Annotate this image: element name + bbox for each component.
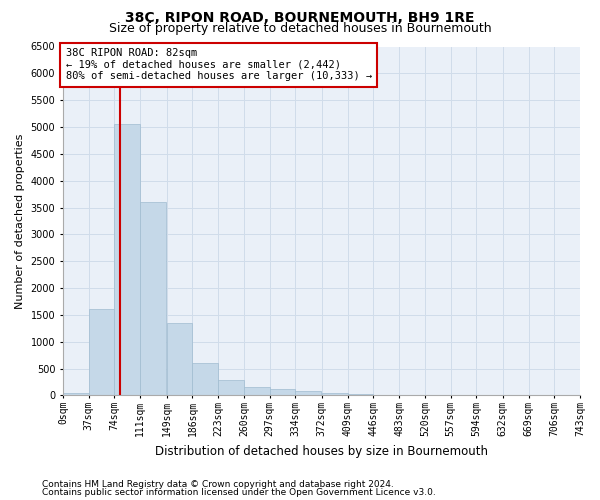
Bar (167, 323, 193, 396)
Text: 38C, RIPON ROAD, BOURNEMOUTH, BH9 1RE: 38C, RIPON ROAD, BOURNEMOUTH, BH9 1RE (125, 11, 475, 25)
Bar (269, 389, 295, 396)
X-axis label: Distribution of detached houses by size in Bournemouth: Distribution of detached houses by size … (155, 444, 488, 458)
Bar (295, 392, 321, 396)
Text: Size of property relative to detached houses in Bournemouth: Size of property relative to detached ho… (109, 22, 491, 35)
Bar (347, 394, 373, 396)
Bar (218, 380, 244, 396)
Y-axis label: Number of detached properties: Number of detached properties (15, 133, 25, 308)
Text: 38C RIPON ROAD: 82sqm
← 19% of detached houses are smaller (2,442)
80% of semi-d: 38C RIPON ROAD: 82sqm ← 19% of detached … (65, 48, 372, 82)
Text: Contains HM Land Registry data © Crown copyright and database right 2024.: Contains HM Land Registry data © Crown c… (42, 480, 394, 489)
Bar (140, 202, 166, 396)
Bar (322, 392, 347, 396)
Text: Contains public sector information licensed under the Open Government Licence v3: Contains public sector information licen… (42, 488, 436, 497)
Bar (89, 310, 115, 396)
Bar (193, 363, 218, 396)
Bar (115, 124, 140, 396)
Bar (373, 394, 399, 396)
Bar (244, 388, 269, 396)
Bar (63, 392, 89, 396)
